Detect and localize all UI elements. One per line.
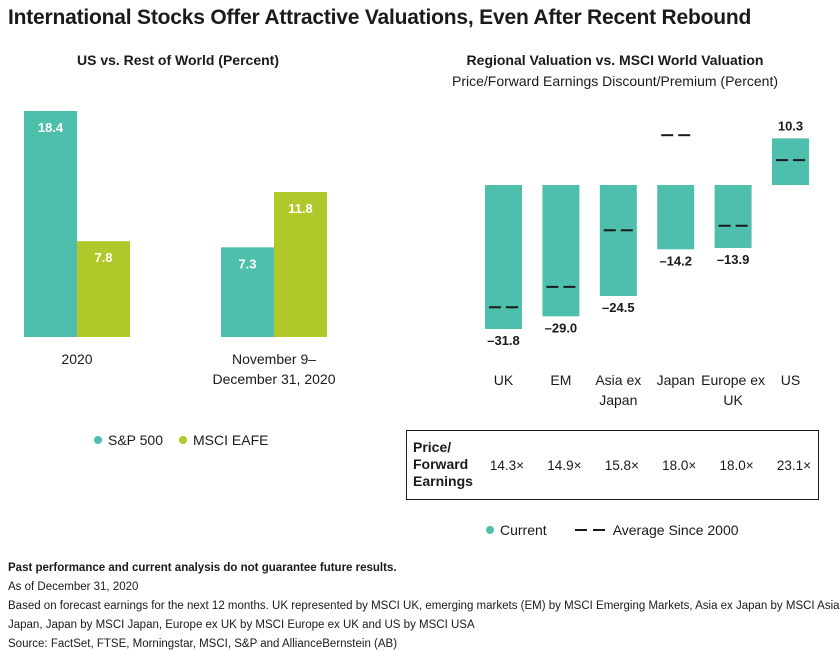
right-chart-title: Regional Valuation vs. MSCI World Valuat… xyxy=(466,52,764,68)
legend-current-marker xyxy=(486,526,494,534)
bar-current-2 xyxy=(599,185,637,296)
footnote-disclaimer: Past performance and current analysis do… xyxy=(8,562,397,574)
legend-current-label: Current xyxy=(500,522,547,538)
bar-current-5 xyxy=(772,138,809,185)
right-chart-subtitle: Price/Forward Earnings Discount/Premium … xyxy=(452,73,778,89)
legend-eafe-label: MSCI EAFE xyxy=(193,432,269,448)
x-tick-label: Europe ex xyxy=(701,372,765,388)
x-tick-label: 2020 xyxy=(61,351,92,367)
footnote-as-of: As of December 31, 2020 xyxy=(8,581,139,593)
left-legend: S&P 500 MSCI EAFE xyxy=(94,432,268,448)
x-tick-label: EM xyxy=(550,372,571,388)
x-tick-label: December 31, 2020 xyxy=(213,371,336,387)
pe-table-cell: 18.0× xyxy=(719,458,754,473)
bar-eafe-0 xyxy=(77,241,130,337)
bar-value-label: –14.2 xyxy=(659,253,692,268)
x-tick-label: Japan xyxy=(657,372,695,388)
bar-current-1 xyxy=(542,185,580,317)
right-legend: Current Average Since 2000 xyxy=(486,522,739,538)
bar-value-label: –31.8 xyxy=(487,333,520,348)
pe-table-cell: 14.9× xyxy=(547,458,582,473)
left-chart: 18.4 7.8 2020 7.3 11.8 November 9– December 31… xyxy=(24,111,336,387)
bar-value-label: –24.5 xyxy=(602,300,635,315)
bar-current-3 xyxy=(657,185,695,250)
bar-eafe-1 xyxy=(274,192,327,337)
x-tick-label: UK xyxy=(723,392,743,408)
pe-table-cell: 23.1× xyxy=(776,458,812,473)
legend-average-marker xyxy=(574,524,605,536)
footnote-basis-line1: Based on forecast earnings for the next … xyxy=(8,600,840,612)
legend-eafe-marker xyxy=(179,436,188,444)
legend-average-label: Average Since 2000 xyxy=(612,522,739,538)
bar-value-label: –13.9 xyxy=(717,252,750,267)
page-title: International Stocks Offer Attractive Va… xyxy=(8,6,752,29)
bar-value-label: –29.0 xyxy=(545,320,578,335)
pe-table-cell: 14.3× xyxy=(489,458,525,473)
pe-table-header: Price/ Forward Earnings xyxy=(413,439,473,489)
pe-table-cell: 15.8× xyxy=(604,458,639,473)
legend-sp500-label: S&P 500 xyxy=(108,432,164,448)
pe-table: Price/ Forward Earnings 14.3× 14.9× 15.8× 1… xyxy=(406,430,819,500)
bar-current-0 xyxy=(485,185,522,329)
pe-table-cell: 18.0× xyxy=(662,458,697,473)
left-chart-title: US vs. Rest of World (Percent) xyxy=(76,52,279,68)
x-tick-label: Japan xyxy=(599,392,637,408)
x-tick-label: Asia ex xyxy=(595,372,641,388)
legend-sp500-marker xyxy=(94,436,102,444)
bar-current-4 xyxy=(714,185,752,248)
bar-value-label: 18.4 xyxy=(38,120,64,135)
footnote-basis-line2: Japan, Japan by MSCI Japan, Europe ex UK… xyxy=(8,619,475,631)
bar-value-label: 10.3 xyxy=(778,118,803,133)
bar-value-label: 7.8 xyxy=(94,250,112,265)
bar-sp500-0 xyxy=(24,111,77,337)
bar-sp500-1 xyxy=(221,247,274,337)
x-tick-label: US xyxy=(781,372,800,388)
right-chart: –31.8 UK –29.0 EM –24.5 Asia ex Japan –14.2 Japa… xyxy=(485,118,809,408)
footnote-source: Source: FactSet, FTSE, Morningstar, MSCI… xyxy=(8,638,398,650)
bar-value-label: 11.8 xyxy=(288,201,313,216)
x-tick-label: UK xyxy=(494,372,514,388)
x-tick-label: November 9– xyxy=(232,351,316,367)
bar-value-label: 7.3 xyxy=(238,256,256,271)
